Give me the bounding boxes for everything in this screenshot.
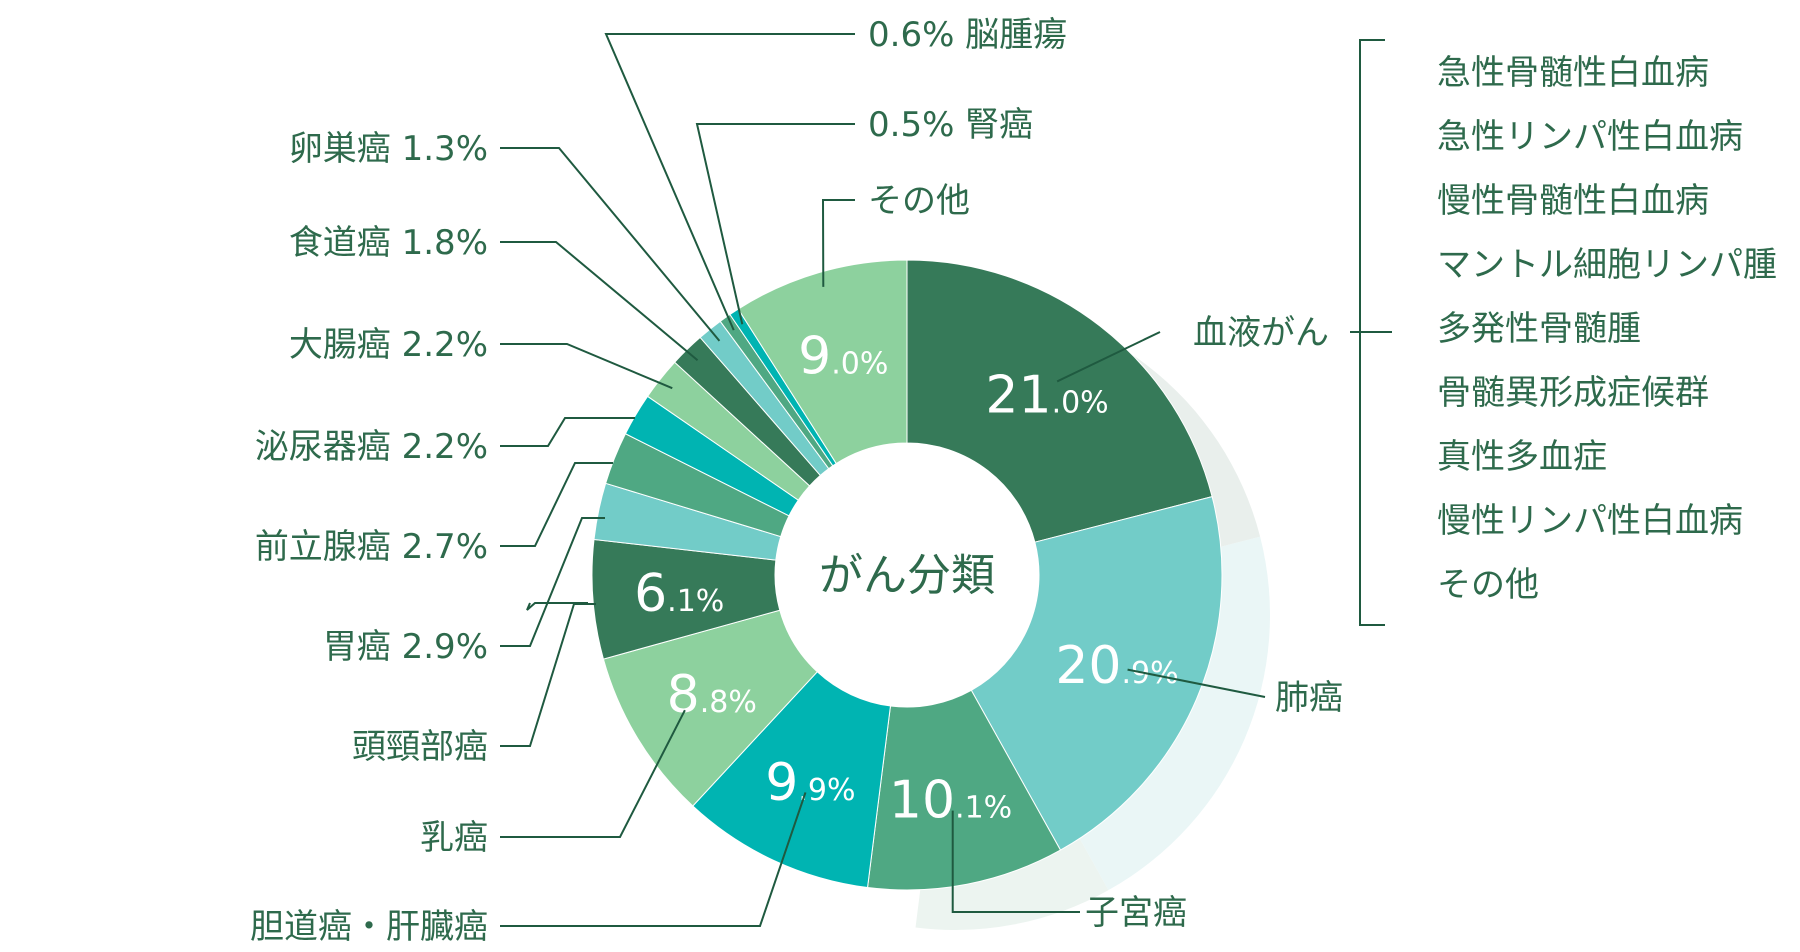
leader-line-layer [500,33,1266,927]
leader-line [500,603,596,747]
leader-line [500,241,699,361]
leader-line [951,810,1080,913]
leader-line [1127,668,1266,698]
slice-layer [591,259,1223,891]
slice-value-label: 10.1% [889,770,1012,830]
slice-value-label: 9.9% [765,753,855,813]
category-label: その他 [868,181,970,221]
donut-hole [775,443,1039,707]
blood-cancer-subtype-item: 真性多血症 [1437,437,1607,477]
blood-cancer-subtype-list: 急性骨髄性白血病急性リンパ性白血病慢性骨髄性白血病マントル細胞リンパ腫多発性骨髄… [1437,53,1777,605]
category-label: 胃癌 2.9% [323,627,488,667]
leader-line [1056,331,1161,383]
blood-cancer-subtype-item: 慢性リンパ性白血病 [1437,501,1743,541]
category-label: 0.6% 脳腫瘍 [868,15,1067,55]
blood-cancer-subtype-item: 急性リンパ性白血病 [1437,117,1743,157]
leader-line [604,33,855,331]
blood-cancer-subtype-item: 多発性骨髄腫 [1437,309,1641,349]
category-label: 前立腺癌 2.7% [255,527,488,567]
center-label: がん分類 [819,550,995,601]
slice-value-label: 6.1% [634,564,724,624]
category-label: 乳癌 [420,818,488,858]
leader-line [500,709,686,838]
category-label: 胆道癌・肝臓癌 [250,907,488,947]
category-label: 食道癌 1.8% [289,223,488,263]
slice-value-label: 9.0% [798,327,888,387]
category-label: 0.5% 腎癌 [868,105,1033,145]
blood-cancer-subtype-item: 慢性骨髄性白血病 [1437,181,1709,221]
leader-line [500,147,721,342]
category-label: 血液がん [1193,313,1329,353]
blood-cancer-subtype-item: その他 [1437,565,1539,605]
category-label: 大腸癌 2.2% [289,325,488,365]
leader-line [500,462,613,547]
slice-value-label: 20.9% [1055,636,1178,696]
slice-value-label: 21.0% [985,365,1108,425]
category-label: 泌尿器癌 2.2% [255,427,488,467]
leader-line [695,123,855,325]
blood-cancer-subtype-item: マントル細胞リンパ腫 [1437,245,1777,285]
leader-line [500,792,807,927]
category-label: 子宮癌 [1085,893,1187,933]
blood-cancer-subtype-item: 急性骨髄性白血病 [1437,53,1709,93]
leader-line [526,602,588,611]
category-label: 卵巣癌 1.3% [289,129,488,169]
category-label: 頭頸部癌 [352,727,488,767]
leader-line [500,417,635,447]
blood-cancer-subtype-item: 骨髄異形成症候群 [1437,373,1709,413]
leader-line [500,517,605,647]
category-label: 肺癌 [1275,678,1343,718]
leader-line [500,343,673,390]
blood-cancer-bracket [1350,39,1392,626]
value-label-layer: 21.0%20.9%10.1%9.9%8.8%6.1%9.0% [634,327,1179,831]
leader-line [821,199,855,287]
